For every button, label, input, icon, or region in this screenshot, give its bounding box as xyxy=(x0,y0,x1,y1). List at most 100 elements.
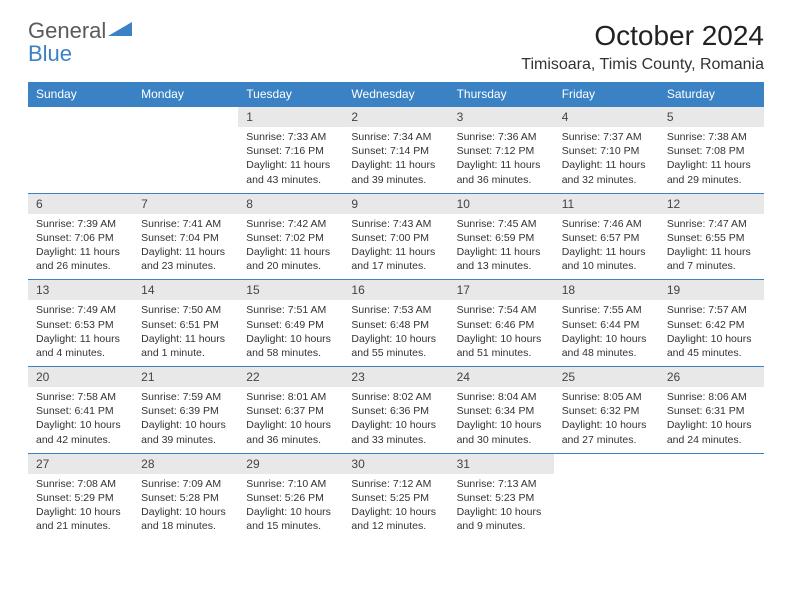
sunrise-text: Sunrise: 7:53 AM xyxy=(351,303,440,317)
daylight-line2: and 26 minutes. xyxy=(36,259,125,273)
daylight-line1: Daylight: 11 hours xyxy=(141,245,230,259)
sunrise-text: Sunrise: 8:02 AM xyxy=(351,390,440,404)
day-number: 1 xyxy=(238,107,343,127)
logo: General Blue xyxy=(28,20,136,66)
sunrise-text: Sunrise: 7:51 AM xyxy=(246,303,335,317)
daylight-line2: and 51 minutes. xyxy=(457,346,546,360)
day-number: 9 xyxy=(343,194,448,214)
sunrise-text: Sunrise: 8:06 AM xyxy=(667,390,756,404)
daylight-line2: and 12 minutes. xyxy=(351,519,440,533)
sunrise-text: Sunrise: 7:47 AM xyxy=(667,217,756,231)
daylight-line2: and 39 minutes. xyxy=(141,433,230,447)
day-body: Sunrise: 7:34 AMSunset: 7:14 PMDaylight:… xyxy=(343,127,448,193)
daylight-line1: Daylight: 11 hours xyxy=(141,332,230,346)
triangle-icon xyxy=(108,22,136,45)
sunrise-text: Sunrise: 7:33 AM xyxy=(246,130,335,144)
daylight-line2: and 30 minutes. xyxy=(457,433,546,447)
sunrise-text: Sunrise: 7:41 AM xyxy=(141,217,230,231)
sunset-text: Sunset: 7:08 PM xyxy=(667,144,756,158)
sunrise-text: Sunrise: 7:38 AM xyxy=(667,130,756,144)
calendar-cell xyxy=(28,107,133,194)
day-body: Sunrise: 7:46 AMSunset: 6:57 PMDaylight:… xyxy=(554,214,659,280)
calendar-cell: 9Sunrise: 7:43 AMSunset: 7:00 PMDaylight… xyxy=(343,193,448,280)
daylight-line1: Daylight: 10 hours xyxy=(36,418,125,432)
calendar-cell: 17Sunrise: 7:54 AMSunset: 6:46 PMDayligh… xyxy=(449,280,554,367)
daylight-line1: Daylight: 11 hours xyxy=(351,245,440,259)
sunrise-text: Sunrise: 7:45 AM xyxy=(457,217,546,231)
calendar-cell: 2Sunrise: 7:34 AMSunset: 7:14 PMDaylight… xyxy=(343,107,448,194)
day-body: Sunrise: 7:13 AMSunset: 5:23 PMDaylight:… xyxy=(449,474,554,540)
daylight-line2: and 17 minutes. xyxy=(351,259,440,273)
sunset-text: Sunset: 7:10 PM xyxy=(562,144,651,158)
day-body: Sunrise: 7:09 AMSunset: 5:28 PMDaylight:… xyxy=(133,474,238,540)
weekday-header-row: SundayMondayTuesdayWednesdayThursdayFrid… xyxy=(28,82,764,107)
daylight-line1: Daylight: 11 hours xyxy=(562,158,651,172)
daylight-line1: Daylight: 10 hours xyxy=(667,418,756,432)
daylight-line1: Daylight: 10 hours xyxy=(141,505,230,519)
day-number: 25 xyxy=(554,367,659,387)
sunset-text: Sunset: 5:23 PM xyxy=(457,491,546,505)
sunrise-text: Sunrise: 7:43 AM xyxy=(351,217,440,231)
calendar-cell xyxy=(659,453,764,539)
sunset-text: Sunset: 6:48 PM xyxy=(351,318,440,332)
daylight-line2: and 10 minutes. xyxy=(562,259,651,273)
daylight-line2: and 32 minutes. xyxy=(562,173,651,187)
sunset-text: Sunset: 7:16 PM xyxy=(246,144,335,158)
calendar-cell: 30Sunrise: 7:12 AMSunset: 5:25 PMDayligh… xyxy=(343,453,448,539)
sunrise-text: Sunrise: 7:46 AM xyxy=(562,217,651,231)
daylight-line1: Daylight: 10 hours xyxy=(351,332,440,346)
sunset-text: Sunset: 7:04 PM xyxy=(141,231,230,245)
daylight-line2: and 58 minutes. xyxy=(246,346,335,360)
day-number: 21 xyxy=(133,367,238,387)
day-body: Sunrise: 8:05 AMSunset: 6:32 PMDaylight:… xyxy=(554,387,659,453)
sunset-text: Sunset: 6:32 PM xyxy=(562,404,651,418)
sunrise-text: Sunrise: 7:36 AM xyxy=(457,130,546,144)
day-number: 14 xyxy=(133,280,238,300)
daylight-line2: and 21 minutes. xyxy=(36,519,125,533)
day-number: 5 xyxy=(659,107,764,127)
sunset-text: Sunset: 6:44 PM xyxy=(562,318,651,332)
daylight-line1: Daylight: 11 hours xyxy=(36,245,125,259)
daylight-line1: Daylight: 11 hours xyxy=(667,158,756,172)
day-number: 27 xyxy=(28,454,133,474)
day-body: Sunrise: 7:53 AMSunset: 6:48 PMDaylight:… xyxy=(343,300,448,366)
sunrise-text: Sunrise: 7:58 AM xyxy=(36,390,125,404)
calendar-week-row: 1 Sunrise: 7:33 AMSunset: 7:16 PM Daylight… xyxy=(28,107,764,194)
calendar-cell: 23Sunrise: 8:02 AMSunset: 6:36 PMDayligh… xyxy=(343,367,448,454)
daylight-line2: and 7 minutes. xyxy=(667,259,756,273)
calendar-cell: 15Sunrise: 7:51 AMSunset: 6:49 PMDayligh… xyxy=(238,280,343,367)
sunset-text: Sunset: 6:39 PM xyxy=(141,404,230,418)
sunrise-text: Sunrise: 7:57 AM xyxy=(667,303,756,317)
daylight-line1: Daylight: 10 hours xyxy=(562,418,651,432)
daylight-line1: Daylight: 11 hours xyxy=(457,158,546,172)
calendar-cell xyxy=(133,107,238,194)
day-number: 11 xyxy=(554,194,659,214)
daylight-line2: and 36 minutes. xyxy=(457,173,546,187)
day-number: 29 xyxy=(238,454,343,474)
weekday-header: Sunday xyxy=(28,82,133,107)
weekday-header: Friday xyxy=(554,82,659,107)
daylight-line2: and 42 minutes. xyxy=(36,433,125,447)
daylight-line1: Daylight: 11 hours xyxy=(457,245,546,259)
daylight-line2: and 18 minutes. xyxy=(141,519,230,533)
day-number: 2 xyxy=(343,107,448,127)
day-number: 16 xyxy=(343,280,448,300)
daylight-line2: and 15 minutes. xyxy=(246,519,335,533)
sunrise-text: Sunrise: 7:09 AM xyxy=(141,477,230,491)
daylight-line1: Daylight: 10 hours xyxy=(457,505,546,519)
sunset-text: Sunset: 5:25 PM xyxy=(351,491,440,505)
day-body: Sunrise: 7:12 AMSunset: 5:25 PMDaylight:… xyxy=(343,474,448,540)
calendar-week-row: 27Sunrise: 7:08 AMSunset: 5:29 PMDayligh… xyxy=(28,453,764,539)
month-title: October 2024 xyxy=(521,20,764,52)
day-number: 22 xyxy=(238,367,343,387)
sunset-text: Sunset: 7:14 PM xyxy=(351,144,440,158)
calendar-cell: 1Sunrise: 7:33 AMSunset: 7:16 PMDaylight… xyxy=(238,107,343,194)
daylight-line1: Daylight: 10 hours xyxy=(457,418,546,432)
calendar-cell: 12Sunrise: 7:47 AMSunset: 6:55 PMDayligh… xyxy=(659,193,764,280)
sunset-text: Sunset: 6:41 PM xyxy=(36,404,125,418)
sunrise-text: Sunrise: 8:04 AM xyxy=(457,390,546,404)
sunrise-text: Sunrise: 8:01 AM xyxy=(246,390,335,404)
daylight-line2: and 48 minutes. xyxy=(562,346,651,360)
calendar-cell: 28Sunrise: 7:09 AMSunset: 5:28 PMDayligh… xyxy=(133,453,238,539)
day-number: 8 xyxy=(238,194,343,214)
